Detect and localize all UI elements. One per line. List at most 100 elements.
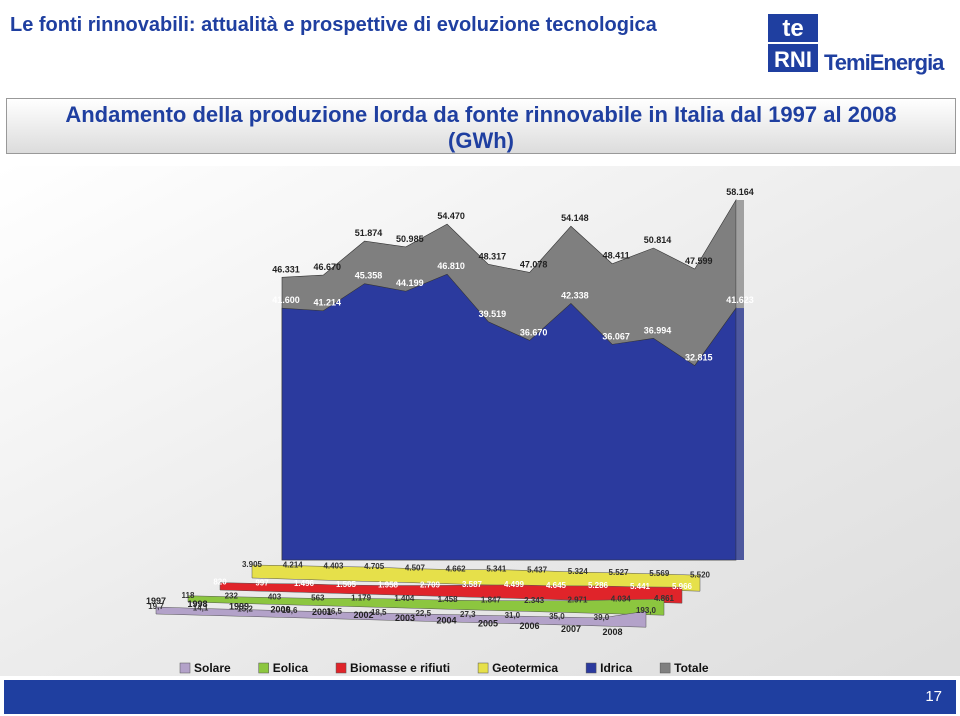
x-tick-label: 2003 [395,613,415,623]
data-label: 58.164 [726,187,754,197]
data-label: 5.527 [609,568,630,577]
legend-label: Biomasse e rifiuti [350,661,450,675]
data-label: 39,0 [594,613,610,622]
legend-label: Solare [194,661,231,675]
series-ribbon [155,606,647,628]
data-label: 39.519 [479,309,507,319]
legend-swatch [477,662,489,674]
data-label: 4.507 [405,564,426,573]
chart: 46.331 46.670 51.874 50.985 54.470 48.317 47.0… [0,166,960,676]
legend-swatch [258,662,269,674]
data-label: 1.505 [336,580,357,589]
x-tick-label: 1999 [229,602,249,612]
data-label: 5.441 [630,582,651,591]
data-label: 4.499 [504,580,525,589]
x-tick-label: 1997 [146,596,166,606]
data-label: 50.985 [396,234,424,244]
x-tick-label: 2006 [519,621,539,631]
data-label: 14,1 [193,603,209,612]
legend-swatch [335,662,347,674]
data-label: 50.814 [644,235,672,245]
legend-swatch [659,662,671,674]
data-label: 47.599 [685,256,713,266]
x-tick-label: 2008 [602,627,622,637]
data-label: 15,6 [282,606,298,615]
data-label: 5.437 [527,566,548,575]
data-label: 41.623 [726,295,754,305]
data-label: 2.343 [524,596,545,605]
data-label: 19,7 [148,602,164,611]
data-label: 45.358 [355,271,383,281]
logo-box [768,44,818,72]
data-label: 36.067 [602,331,630,341]
data-label: 42.338 [561,290,589,300]
data-label: 2.709 [420,580,441,589]
legend-swatch [585,662,597,674]
page-number: 17 [925,688,942,705]
logo-text: te [782,15,803,42]
data-label: 5.286 [588,581,609,590]
chart-title: Andamento della produzione lorda da font… [6,98,956,154]
data-label: 15,2 [237,605,253,614]
x-tick-label: 1998 [187,599,207,609]
data-label: 41.214 [314,298,342,308]
data-label: 47.078 [520,259,548,269]
data-label: 46.670 [314,262,342,272]
data-label: 36.994 [644,325,672,335]
data-label: 1.847 [481,596,502,605]
data-label: 820 [213,578,227,587]
data-label: 32.815 [685,353,713,363]
x-tick-label: 2007 [561,624,581,634]
x-tick-label: 2000 [270,604,290,614]
data-label: 54.148 [561,213,589,223]
series-ribbon [219,582,683,604]
data-label: 1.958 [378,581,399,590]
series-ribbon [187,595,665,616]
data-label: 16,5 [326,607,342,616]
data-label: 232 [225,592,239,601]
data-label: 36.670 [520,327,548,337]
data-label: 4.705 [364,562,385,571]
footer-bar: 17 [4,680,956,714]
legend-label: Geotermica [492,661,558,675]
data-label: 46.810 [437,261,465,271]
legend-label: Eolica [273,661,309,675]
logo: te RNI TemiEnergia [768,14,946,75]
data-label: 1.404 [394,594,415,603]
data-label: 4.645 [546,581,567,590]
data-label: 31,0 [505,611,521,620]
data-label: 48.411 [603,251,630,261]
data-label: 5.324 [568,567,589,576]
data-label: 27,3 [460,610,476,619]
data-label: 22,5 [415,609,431,618]
data-label: 3.905 [242,560,263,569]
logo-box [768,14,818,42]
data-label: 44.199 [396,278,424,288]
legend-label: Idrica [600,661,632,675]
x-tick-label: 2002 [353,610,373,620]
data-label: 46.331 [272,264,300,274]
data-label: 4.662 [446,565,467,574]
data-label: 1.496 [294,579,315,588]
x-tick-label: 2004 [436,616,456,626]
hydro-area [281,273,737,561]
area-side [736,308,744,560]
data-label: 1.179 [351,593,372,602]
data-label: 1.458 [438,595,459,604]
data-label: 5.966 [672,582,693,591]
data-label: 563 [311,593,325,602]
data-label: 3.587 [462,580,483,589]
x-tick-label: 2001 [312,607,332,617]
data-label: 4.861 [654,594,675,603]
data-label: 4.034 [611,595,632,604]
data-label: 997 [255,579,269,588]
series-ribbon [251,564,701,592]
data-label: 193,0 [636,606,657,615]
logo-brand: TemiEnergia [824,50,945,75]
data-label: 4.403 [323,561,344,570]
data-label: 4.214 [283,561,304,570]
legend-swatch [179,662,191,674]
data-label: 48.317 [479,251,507,261]
data-label: 5.520 [690,570,711,579]
